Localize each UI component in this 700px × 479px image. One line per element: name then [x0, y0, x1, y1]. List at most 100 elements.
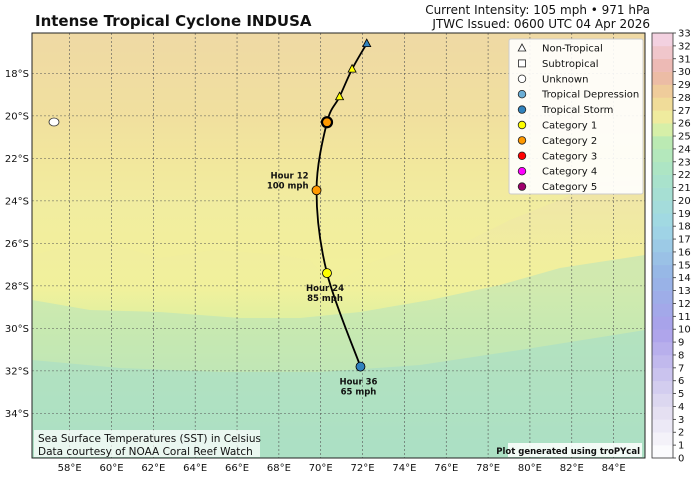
colorbar-tick-label: 16	[678, 247, 691, 258]
latitude-label: 32°S	[5, 366, 29, 377]
latitude-labels: 18°S 20°S 22°S 24°S 26°S 28°S 30°S 32°S 34°S	[5, 69, 29, 420]
colorbar-tick-label: 11	[678, 312, 691, 323]
legend-marker	[517, 136, 527, 145]
colorbar-tick-label: 20	[678, 196, 691, 207]
colorbar-cell	[652, 251, 673, 266]
legend-label: Non-Tropical	[542, 44, 603, 55]
colorbar-tick-label: 2	[678, 428, 684, 439]
colorbar-tick-label: 15	[678, 260, 691, 271]
colorbar-tick-label: 33	[678, 29, 691, 40]
colorbar-tick-label: 19	[678, 209, 691, 220]
legend-label: Tropical Storm	[541, 105, 613, 116]
latitude-label: 30°S	[5, 324, 29, 335]
colorbar-cell	[652, 290, 673, 304]
colorbar-cell	[652, 200, 673, 214]
colorbar-cell	[652, 45, 673, 60]
legend-marker	[517, 89, 527, 99]
colorbar-tick-label: 32	[678, 41, 691, 52]
colorbar-cell	[652, 393, 673, 407]
colorbar-tick-label: 0	[678, 454, 684, 465]
longitude-label: 76°E	[434, 463, 458, 474]
colorbar-cell	[652, 406, 673, 420]
legend-marker	[517, 151, 527, 160]
colorbar-tick-label: 28	[678, 93, 691, 104]
colorbar-tick-label: 17	[678, 235, 691, 246]
latitude-label: 18°S	[5, 69, 29, 80]
colorbar-tick-label: 4	[678, 402, 684, 413]
current-intensity: Current Intensity: 105 mph • 971 hPa	[425, 3, 650, 17]
legend-label: Category 4	[542, 167, 597, 178]
longitude-label: 60°E	[99, 463, 123, 474]
longitude-label: 70°E	[309, 463, 333, 474]
legend-marker	[517, 105, 527, 114]
past-track-point	[334, 91, 345, 101]
sst-caption: Sea Surface Temperatures (SST) in Celsiu…	[38, 433, 261, 445]
map-frame	[31, 32, 646, 459]
colorbar-tick-label: 7	[678, 363, 684, 374]
colorbar-cell	[652, 342, 673, 356]
longitude-label: 72°E	[351, 463, 375, 474]
data-credit: Data courtesy of NOAA Coral Reef Watch	[38, 446, 253, 458]
longitude-labels: 58°E 60°E 62°E 64°E 66°E 68°E 70°E 72°E 74°E 76°E…	[58, 463, 626, 474]
legend-label: Subtropical	[542, 59, 599, 70]
legend-label: Unknown	[542, 74, 588, 85]
forecast-point	[311, 185, 322, 196]
map-footer: Sea Surface Temperatures (SST) in Celsiu…	[34, 430, 642, 458]
forecast-wind-label: 100 mph	[267, 181, 309, 191]
legend-label: Tropical Depression	[541, 90, 639, 101]
colorbar-tick-label: 18	[678, 222, 691, 233]
longitude-label: 82°E	[560, 463, 584, 474]
colorbar-cell	[652, 123, 673, 137]
colorbar-tick-label: 12	[678, 299, 691, 310]
legend-label: Category 3	[542, 151, 597, 162]
colorbar-cell	[652, 136, 673, 150]
colorbar-tick-label: 14	[678, 273, 691, 284]
legend-marker	[517, 182, 527, 191]
past-track-point	[362, 38, 372, 48]
legend-marker	[518, 59, 526, 68]
colorbar-tick-label: 8	[678, 350, 684, 361]
legend-marker	[517, 166, 527, 176]
colorbar-tick-label: 21	[678, 183, 691, 194]
legend-label: Category 1	[542, 121, 597, 132]
colorbar-cell	[652, 445, 673, 459]
colorbar-cell	[652, 187, 673, 201]
latitude-label: 34°S	[5, 409, 29, 420]
colorbar-cell	[652, 303, 673, 317]
forecast-point	[322, 268, 332, 279]
colorbar-tick-label: 5	[678, 389, 684, 400]
current-position-marker	[320, 116, 334, 129]
forecast-hour-label: Hour 36	[339, 378, 377, 388]
longitude-label: 58°E	[58, 463, 82, 474]
colorbar-cell	[652, 264, 673, 278]
colorbar-cell	[652, 316, 673, 330]
colorbar-tick-label: 23	[678, 157, 691, 168]
colorbar-cell	[652, 367, 673, 382]
colorbar-cell	[652, 97, 673, 111]
colorbar-tick-label: 31	[678, 54, 691, 65]
colorbar-tick-label: 10	[678, 325, 691, 336]
colorbar-tick-label: 26	[678, 119, 691, 130]
latitude-label: 24°S	[5, 196, 29, 207]
graticule	[32, 33, 645, 458]
sst-colorbar: 0246810121416182022242628303213579111315…	[651, 29, 691, 465]
colorbar-tick-label: 24	[678, 144, 691, 155]
colorbar-cell	[652, 148, 673, 163]
colorbar-tick-label: 25	[678, 132, 691, 143]
forecast-point	[355, 361, 366, 372]
colorbar-tick-label: 22	[678, 170, 691, 181]
colorbar-cell	[652, 161, 673, 175]
latitude-label: 26°S	[5, 239, 29, 250]
longitude-label: 80°E	[518, 463, 542, 474]
colorbar-tick-label: 29	[678, 80, 691, 91]
colorbar-cell	[652, 226, 673, 240]
legend: Non-Tropical Subtropical Unknown Tropical D…	[508, 38, 644, 195]
colorbar-cell	[652, 174, 673, 188]
sst-warm-tongue	[32, 33, 645, 285]
legend-marker	[517, 74, 527, 83]
latitude-label: 28°S	[5, 281, 29, 292]
colorbar-cell	[652, 213, 673, 227]
advisory-issued-time: JTWC Issued: 0600 UTC 04 Apr 2026	[432, 17, 650, 31]
longitude-label: 66°E	[225, 463, 249, 474]
